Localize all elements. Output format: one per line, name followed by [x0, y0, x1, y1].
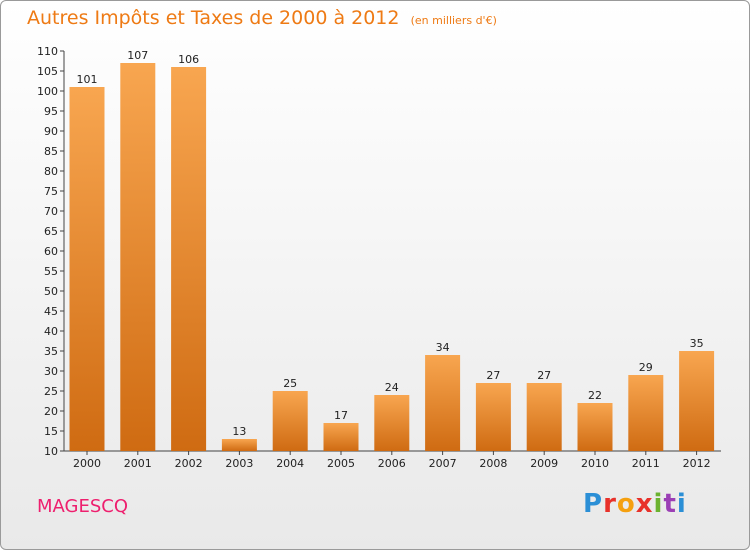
y-tick-label: 35	[44, 345, 58, 358]
x-tick-label-2006: 2006	[378, 457, 406, 470]
bars	[69, 63, 715, 451]
x-tick-label-2001: 2001	[124, 457, 152, 470]
bar-2004	[272, 391, 308, 451]
value-label-2005: 17	[334, 409, 348, 422]
y-tick-label: 60	[44, 245, 58, 258]
proxiti-logo: Proxiti	[583, 489, 687, 519]
value-label-2000: 101	[77, 73, 98, 86]
value-label-2007: 34	[436, 341, 450, 354]
x-tick-label-2005: 2005	[327, 457, 355, 470]
y-tick-label: 10	[44, 445, 58, 458]
y-tick-label: 15	[44, 425, 58, 438]
title-unit: (en milliers d'€)	[410, 14, 497, 27]
chart-title: Autres Impôts et Taxes de 2000 à 2012 (e…	[27, 7, 497, 29]
bar-2009	[526, 383, 562, 451]
value-label-2003: 13	[232, 425, 246, 438]
bar-2011	[628, 375, 664, 451]
y-tick-label: 85	[44, 145, 58, 158]
value-label-2010: 22	[588, 389, 602, 402]
y-tick-label: 65	[44, 225, 58, 238]
value-label-2001: 107	[127, 49, 148, 62]
x-tick-label-2007: 2007	[429, 457, 457, 470]
bar-2010	[577, 403, 613, 451]
bar-2008	[475, 383, 511, 451]
y-tick-label: 30	[44, 365, 58, 378]
y-tick-label: 90	[44, 125, 58, 138]
value-label-2012: 35	[690, 337, 704, 350]
x-tick-label-2008: 2008	[479, 457, 507, 470]
y-tick-label: 50	[44, 285, 58, 298]
value-label-2009: 27	[537, 369, 551, 382]
bar-2000	[69, 87, 105, 451]
bar-2001	[120, 63, 156, 451]
value-label-2008: 27	[486, 369, 500, 382]
y-tick-label: 110	[37, 45, 58, 58]
y-tick-label: 45	[44, 305, 58, 318]
y-tick-label: 20	[44, 405, 58, 418]
value-label-2002: 106	[178, 53, 199, 66]
value-label-2011: 29	[639, 361, 653, 374]
x-tick-label-2009: 2009	[530, 457, 558, 470]
y-tick-label: 25	[44, 385, 58, 398]
x-tick-label-2010: 2010	[581, 457, 609, 470]
place-name: MAGESCQ	[37, 496, 129, 517]
y-tick-label: 75	[44, 185, 58, 198]
value-labels: 101 107 106 13 25 17 24 34 27 27 22 29 35	[77, 49, 704, 438]
bar-2002	[171, 67, 207, 451]
x-tick-label-2003: 2003	[225, 457, 253, 470]
bar-2007	[425, 355, 461, 451]
y-tick-label: 40	[44, 325, 58, 338]
y-tick-label: 95	[44, 105, 58, 118]
x-tick-label-2002: 2002	[175, 457, 203, 470]
x-tick-label-2011: 2011	[632, 457, 660, 470]
x-tick-label-2004: 2004	[276, 457, 304, 470]
y-tick-label: 80	[44, 165, 58, 178]
y-tick-label: 70	[44, 205, 58, 218]
x-tick-label-2012: 2012	[683, 457, 711, 470]
y-tick-label: 100	[37, 85, 58, 98]
bar-2005	[323, 423, 359, 451]
value-label-2006: 24	[385, 381, 399, 394]
bar-2006	[374, 395, 410, 451]
bar-2012	[679, 351, 715, 451]
x-tick-label-2000: 2000	[73, 457, 101, 470]
y-tick-label: 55	[44, 265, 58, 278]
title-text: Autres Impôts et Taxes de 2000 à 2012	[27, 7, 400, 29]
y-tick-label: 105	[37, 65, 58, 78]
bar-2003	[221, 439, 257, 451]
value-label-2004: 25	[283, 377, 297, 390]
